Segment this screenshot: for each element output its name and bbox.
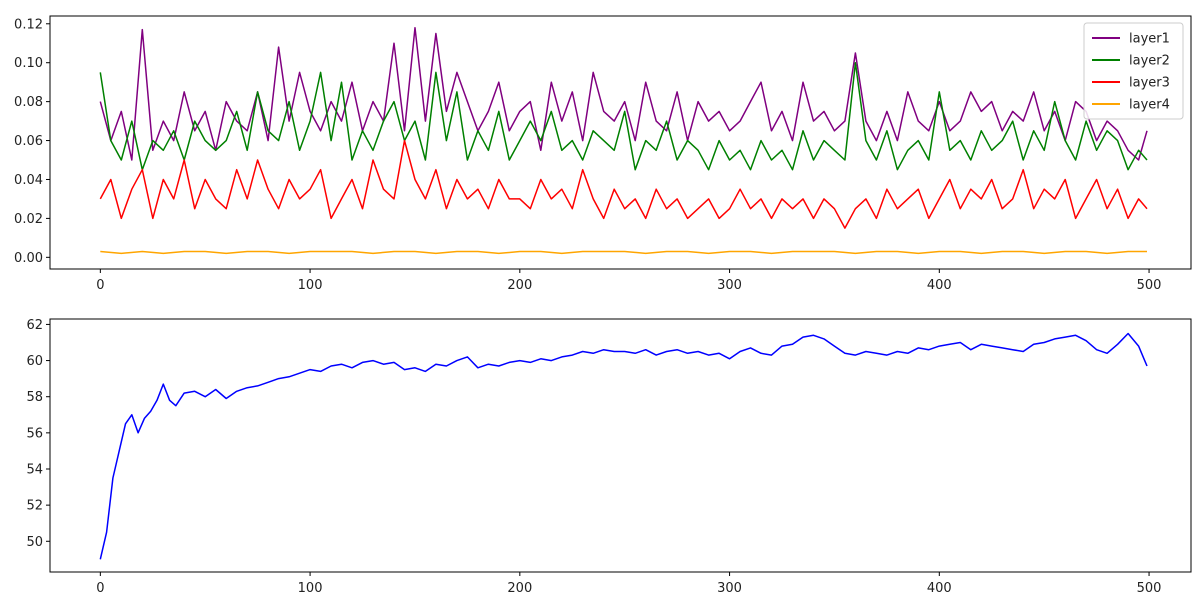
y-tick-label: 60 xyxy=(26,354,43,369)
x-tick-label: 0 xyxy=(96,581,104,596)
axes-frame xyxy=(49,318,1192,573)
y-tick-label: 50 xyxy=(26,535,43,550)
x-tick-label: 300 xyxy=(717,278,742,293)
y-tick-label: 58 xyxy=(26,390,43,405)
legend-label-layer1: layer1 xyxy=(1129,32,1170,47)
axes-frame xyxy=(49,15,1192,270)
x-tick-label: 500 xyxy=(1137,581,1162,596)
y-tick-label: 0.04 xyxy=(14,173,43,188)
legend-label-layer4: layer4 xyxy=(1129,98,1170,113)
top-line-chart: 0 100 200 300 400 500 0.00 0.02 0.04 0.06 0.08 0.10… xyxy=(14,15,1192,293)
x-tick-label: 400 xyxy=(927,581,952,596)
x-tick-label: 200 xyxy=(507,278,532,293)
x-tick-label: 500 xyxy=(1137,278,1162,293)
legend-box xyxy=(1083,22,1184,120)
y-tick-label: 62 xyxy=(26,318,43,333)
y-tick-label: 0.06 xyxy=(14,134,43,149)
y-tick-label: 0.00 xyxy=(14,251,43,266)
y-tick-label: 52 xyxy=(26,499,43,514)
bottom-line-chart: 0 100 200 300 400 500 50 52 54 56 58 60 62 xyxy=(26,318,1192,596)
x-tick-label: 100 xyxy=(298,581,323,596)
legend-label-layer3: layer3 xyxy=(1129,76,1170,91)
y-tick-label: 54 xyxy=(26,462,43,477)
legend-label-layer2: layer2 xyxy=(1129,54,1170,69)
y-tick-label: 0.10 xyxy=(14,56,43,71)
series-line-layer2 xyxy=(99,61,1148,171)
x-tick-label: 400 xyxy=(927,278,952,293)
series-line-layer1 xyxy=(99,26,1148,161)
series-line-layer3 xyxy=(99,139,1148,229)
y-tick-label: 0.02 xyxy=(14,212,43,227)
x-tick-label: 100 xyxy=(298,278,323,293)
series-line-series-0 xyxy=(99,332,1148,560)
y-tick-label: 0.12 xyxy=(14,17,43,32)
x-tick-label: 200 xyxy=(507,581,532,596)
series-line-layer4 xyxy=(100,250,1147,255)
x-tick-label: 300 xyxy=(717,581,742,596)
y-tick-label: 56 xyxy=(26,426,43,441)
y-tick-label: 0.08 xyxy=(14,95,43,110)
x-tick-label: 0 xyxy=(96,278,104,293)
